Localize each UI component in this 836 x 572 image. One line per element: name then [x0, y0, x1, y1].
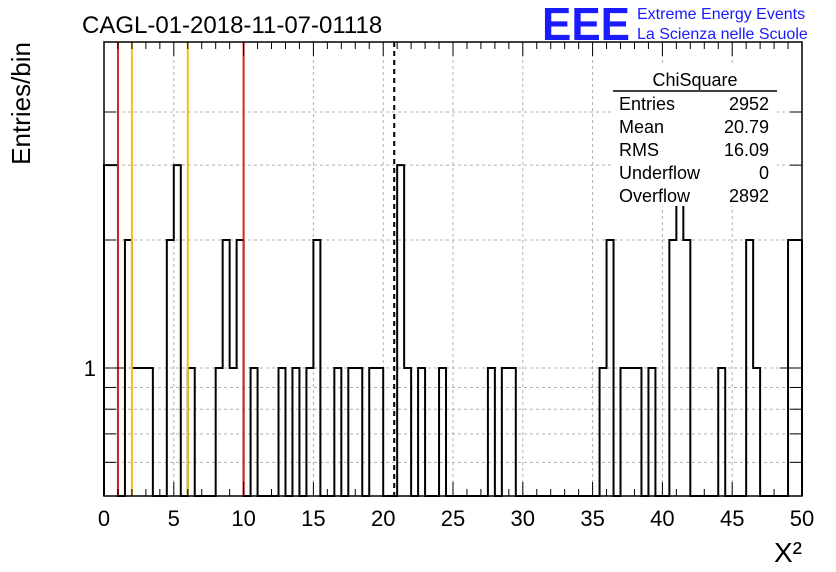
histogram-bin [174, 165, 181, 496]
x-tick-label: 45 [720, 506, 744, 531]
x-tick-label: 5 [168, 506, 180, 531]
stats-label: Underflow [619, 163, 701, 183]
stats-title: ChiSquare [652, 70, 737, 90]
histogram-bin [111, 165, 118, 496]
logo-mark: EEE [542, 0, 630, 50]
logo-line-1: Extreme Energy Events [637, 6, 805, 23]
y-axis-label: Entries/bin [6, 42, 36, 165]
stats-value: 2892 [729, 186, 769, 206]
stats-box: ChiSquare Entries 2952 Mean 20.79 RMS 16.09 Und… [613, 66, 777, 206]
histogram-bin [397, 165, 404, 496]
axes: 0 5 10 15 20 25 30 35 40 45 50 1 [84, 41, 814, 531]
stats-value: 2952 [729, 94, 769, 114]
x-axis-label: X² [774, 537, 802, 568]
marker-lines [116, 42, 396, 496]
x-tick-label: 20 [371, 506, 395, 531]
y-tick-label: 1 [84, 356, 96, 381]
stats-label: RMS [619, 140, 659, 160]
x-tick-label: 40 [650, 506, 674, 531]
eee-logo: EEE Extreme Energy Events La Scienza nel… [542, 0, 808, 50]
histogram-bin [104, 165, 111, 496]
x-tick-label: 50 [790, 506, 814, 531]
x-tick-label: 30 [511, 506, 535, 531]
stats-box-background [613, 66, 777, 206]
x-tick-label: 10 [231, 506, 255, 531]
stats-label: Entries [619, 94, 675, 114]
stats-value: 0 [759, 163, 769, 183]
stats-label: Overflow [619, 186, 691, 206]
stats-label: Mean [619, 117, 664, 137]
x-tick-label: 0 [98, 506, 110, 531]
stats-value: 20.79 [724, 117, 769, 137]
x-tick-label: 35 [580, 506, 604, 531]
chart-title: CAGL-01-2018-11-07-01118 [82, 12, 382, 39]
stats-value: 16.09 [724, 140, 769, 160]
histogram-bin [676, 165, 683, 496]
logo-line-2: La Scienza nelle Scuole [637, 26, 808, 43]
x-tick-label: 25 [441, 506, 465, 531]
x-tick-label: 15 [301, 506, 325, 531]
